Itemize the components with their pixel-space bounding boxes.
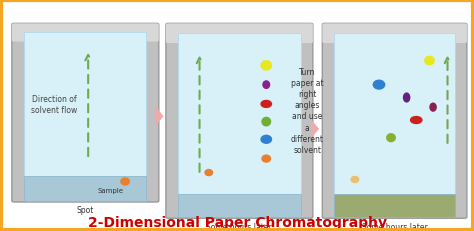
FancyBboxPatch shape xyxy=(12,24,159,202)
FancyBboxPatch shape xyxy=(12,24,159,42)
Text: Turn
paper at
right
angles
and use
a
different
solvent: Turn paper at right angles and use a dif… xyxy=(291,68,324,154)
Bar xyxy=(335,34,455,194)
Ellipse shape xyxy=(351,177,359,183)
Ellipse shape xyxy=(262,118,271,126)
FancyBboxPatch shape xyxy=(166,24,313,44)
Text: Sample: Sample xyxy=(98,187,124,193)
Bar xyxy=(335,194,455,217)
Ellipse shape xyxy=(205,170,212,176)
Bar xyxy=(24,33,146,176)
Ellipse shape xyxy=(430,104,436,112)
Text: Spot: Spot xyxy=(77,206,94,215)
Ellipse shape xyxy=(403,94,410,103)
Bar xyxy=(178,194,301,217)
Ellipse shape xyxy=(374,81,385,90)
Ellipse shape xyxy=(121,178,129,185)
Bar xyxy=(24,176,146,201)
Text: 2-Dimensional Paper Chromatography: 2-Dimensional Paper Chromatography xyxy=(88,215,386,229)
FancyBboxPatch shape xyxy=(322,24,467,44)
Ellipse shape xyxy=(261,101,272,108)
Ellipse shape xyxy=(263,82,270,89)
Ellipse shape xyxy=(262,155,271,162)
FancyBboxPatch shape xyxy=(322,24,467,218)
Ellipse shape xyxy=(425,57,434,65)
Text: Some hours later: Some hours later xyxy=(362,222,428,231)
Ellipse shape xyxy=(261,136,272,144)
Ellipse shape xyxy=(387,134,395,142)
Text: Some hours later: Some hours later xyxy=(207,222,272,231)
Ellipse shape xyxy=(261,61,272,71)
FancyBboxPatch shape xyxy=(166,24,313,218)
Text: Direction of
solvent flow: Direction of solvent flow xyxy=(31,95,77,114)
Ellipse shape xyxy=(410,117,422,124)
Bar xyxy=(178,34,301,194)
